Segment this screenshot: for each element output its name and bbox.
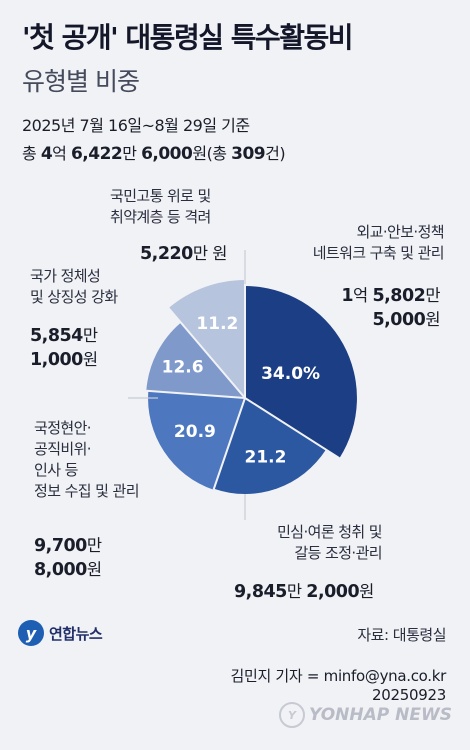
slice-amount-2: 9,700만 8,000원 bbox=[34, 536, 102, 580]
slice-value-1: 21.2 bbox=[245, 448, 287, 468]
pie-slice-4 bbox=[168, 280, 245, 398]
slice-amount-0: 1억 5,802만 5,000원 bbox=[341, 286, 440, 330]
slice-label-2: 국정현안· 공직비위· 인사 등 정보 수집 및 관리 bbox=[34, 419, 140, 500]
credit-line: 김민지 기자 = minfo@yna.co.kr bbox=[230, 667, 446, 685]
date-code: 20250923 bbox=[372, 686, 446, 704]
yonhap-logo-icon: y bbox=[18, 620, 44, 646]
date-range: 2025년 7월 16일~8월 29일 기준 bbox=[22, 116, 250, 135]
credit: 김민지 기자 = minfo@yna.co.kr 20250923 bbox=[230, 667, 446, 705]
slice-label-3: 국가 정체성 및 상징성 강화 bbox=[30, 267, 118, 306]
slice-separator-3 bbox=[146, 389, 246, 399]
page-title: '첫 공개' 대통령실 특수활동비 bbox=[22, 21, 354, 54]
yonhap-logo: y 연합뉴스 bbox=[18, 620, 103, 646]
slice-label-1: 민심·여론 청취 및 갈등 조정·관리 bbox=[277, 523, 383, 562]
watermark-icon: Y bbox=[279, 702, 306, 728]
slice-amount-3: 5,854만 1,000원 bbox=[30, 326, 98, 370]
pie-slice-2 bbox=[148, 390, 245, 490]
slice-label-0: 외교·안보·정책 네트워크 구축 및 관리 bbox=[312, 223, 445, 262]
watermark: Y YONHAP NEWS bbox=[279, 702, 452, 728]
pie-slice-3 bbox=[146, 322, 245, 398]
source-note: 자료: 대통령실 bbox=[357, 626, 446, 644]
page-subtitle: 유형별 비중 bbox=[22, 67, 140, 96]
slice-label-4: 국민고통 위로 및 취약계층 등 격려 bbox=[110, 187, 211, 226]
total-amount: 총 4억 6,422만 6,000원(총 309건) bbox=[22, 144, 286, 164]
slice-value-3: 12.6 bbox=[162, 357, 204, 377]
slice-value-0: 34.0% bbox=[261, 364, 320, 384]
slice-separator-2 bbox=[212, 397, 246, 491]
slice-amount-1: 9,845만 2,000원 bbox=[234, 582, 374, 602]
slice-value-4: 11.2 bbox=[196, 314, 238, 334]
pie-slice-1 bbox=[213, 398, 326, 494]
slice-amount-4: 5,220만 원 bbox=[140, 244, 227, 264]
slice-value-2: 20.9 bbox=[174, 422, 216, 442]
slice-separator-1 bbox=[244, 397, 340, 460]
slice-separator-4 bbox=[167, 307, 246, 399]
